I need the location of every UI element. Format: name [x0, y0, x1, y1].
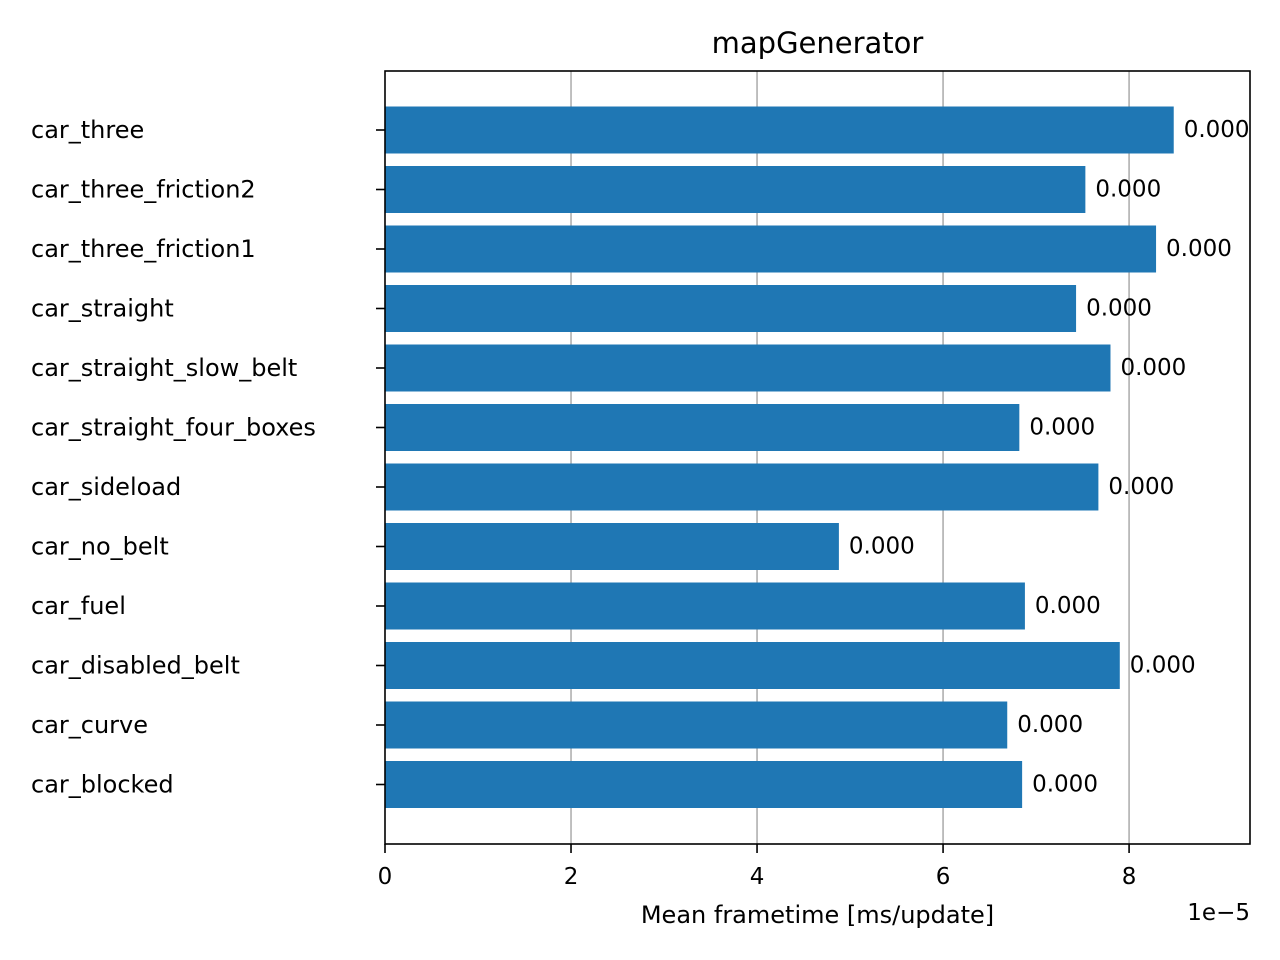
bar-value-label-car_disabled_belt: 0.000 — [1130, 653, 1196, 679]
bar-value-label-car_three_friction2: 0.000 — [1095, 177, 1161, 203]
x-tick-label-0: 0 — [378, 864, 393, 890]
bar-car_sideload — [385, 463, 1099, 511]
y-tick-label-car_straight_slow_belt: car_straight_slow_belt — [31, 354, 297, 382]
bar-car_three_friction1 — [385, 225, 1157, 273]
bar-car_disabled_belt — [385, 642, 1120, 689]
bar-value-labels: 0.000 0.000 0.000 0.000 0.000 0.000 0.000 0.000… — [849, 117, 1250, 798]
x-axis: 0 2 4 6 8 — [378, 844, 1137, 890]
bar-car_blocked — [385, 761, 1023, 808]
x-tick-label-2: 4 — [750, 864, 765, 890]
bar-car_no_belt — [385, 523, 839, 570]
y-tick-label-car_curve: car_curve — [31, 711, 148, 739]
y-tick-label-car_sideload: car_sideload — [31, 473, 181, 501]
x-tick-label-3: 6 — [936, 864, 951, 890]
y-tick-label-car_no_belt: car_no_belt — [31, 533, 169, 561]
y-tick-label-car_disabled_belt: car_disabled_belt — [31, 652, 240, 680]
bar-car_straight — [385, 285, 1077, 332]
bar-value-label-car_sideload: 0.000 — [1108, 474, 1174, 500]
bar-car_three_friction2 — [385, 166, 1086, 213]
y-axis: car_three car_three_friction2 car_three_fr… — [31, 116, 385, 799]
y-tick-label-car_fuel: car_fuel — [31, 592, 126, 620]
bar-value-label-car_blocked: 0.000 — [1032, 772, 1098, 798]
bar-value-label-car_no_belt: 0.000 — [849, 534, 915, 560]
y-tick-label-car_three_friction2: car_three_friction2 — [31, 176, 256, 204]
y-tick-label-car_three: car_three — [31, 116, 144, 144]
bar-value-label-car_straight: 0.000 — [1086, 296, 1152, 322]
bar-car_three — [385, 106, 1174, 154]
bar-value-label-car_curve: 0.000 — [1017, 712, 1083, 738]
bar-value-label-car_straight_four_boxes: 0.000 — [1029, 415, 1095, 441]
bar-car_straight_four_boxes — [385, 404, 1020, 451]
x-axis-title: Mean frametime [ms/update] — [641, 901, 994, 929]
x-tick-label-1: 2 — [564, 864, 579, 890]
bar-value-label-car_three_friction1: 0.000 — [1166, 236, 1232, 262]
y-tick-label-car_straight_four_boxes: car_straight_four_boxes — [31, 414, 316, 442]
bar-car_curve — [385, 701, 1008, 749]
bar-car_fuel — [385, 582, 1025, 630]
y-tick-label-car_straight: car_straight — [31, 295, 174, 323]
plot-frame — [384, 70, 1251, 845]
bar-car_straight_slow_belt — [385, 344, 1111, 392]
bar-value-label-car_straight_slow_belt: 0.000 — [1120, 355, 1186, 381]
bar-value-label-car_fuel: 0.000 — [1035, 593, 1101, 619]
x-axis-offset-label: 1e−5 — [1187, 900, 1250, 926]
y-tick-label-car_blocked: car_blocked — [31, 771, 174, 799]
y-tick-label-car_three_friction1: car_three_friction1 — [31, 235, 256, 263]
bars — [385, 106, 1174, 808]
x-tick-label-4: 8 — [1122, 864, 1137, 890]
bar-value-label-car_three: 0.000 — [1184, 117, 1250, 143]
chart-title: mapGenerator — [712, 26, 924, 60]
